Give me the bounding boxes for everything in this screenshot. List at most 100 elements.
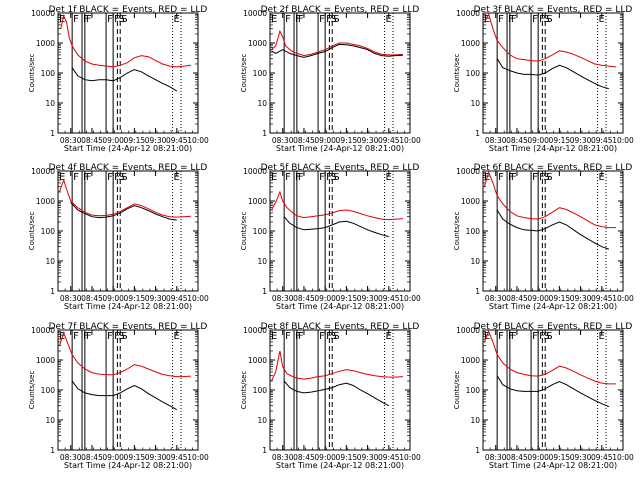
chart-title: Det 1f BLACK = Events, RED = LLD	[49, 5, 208, 15]
y-tick-label: 100	[253, 69, 268, 78]
chart-title: Det 4f BLACK = Events, RED = LLD	[49, 163, 208, 173]
marker-label: E	[59, 172, 65, 183]
series-lld-line	[270, 190, 403, 221]
x-tick-label: 10:00	[187, 453, 209, 462]
x-tick-label: 09:15	[336, 453, 358, 462]
x-tick-label: 09:30	[145, 453, 167, 462]
marker-label: E	[599, 331, 605, 342]
y-tick-label: 10000	[243, 167, 267, 176]
x-tick-label: 10:00	[399, 294, 421, 303]
chart-title: Det 2f BLACK = Events, RED = LLD	[261, 5, 420, 15]
marker-label: F	[511, 14, 517, 25]
marker-label: S	[546, 14, 552, 25]
x-tick-label: 09:00	[527, 294, 549, 303]
marker-label: E	[386, 14, 392, 25]
y-tick-label: 1	[262, 446, 267, 455]
marker-label: S	[543, 172, 549, 183]
x-tick-label: 09:00	[102, 136, 124, 145]
y-axis-label: Counts/sec	[453, 371, 461, 410]
y-tick-label: 1	[262, 287, 267, 296]
marker-label: F	[532, 172, 538, 183]
marker-label: S	[121, 14, 127, 25]
x-tick-label: 08:30	[60, 294, 82, 303]
x-tick-label: 09:30	[357, 453, 379, 462]
x-tick-label: 09:30	[145, 136, 167, 145]
chart-panel: Det 4f BLACK = Events, RED = LLD 1 10 100 10…	[28, 163, 209, 311]
x-tick-label: 09:15	[124, 136, 146, 145]
y-tick-label: 1000	[36, 39, 55, 48]
series-events-line	[496, 375, 610, 408]
y-tick-label: 10000	[243, 9, 267, 18]
marker-label: F	[73, 331, 79, 342]
x-tick-label: 08:30	[272, 294, 294, 303]
y-tick-label: 10000	[243, 326, 267, 335]
x-tick-label: 10:00	[612, 453, 634, 462]
marker-label: S	[118, 14, 124, 25]
marker-label: F	[511, 331, 517, 342]
x-tick-label: 09:15	[549, 294, 571, 303]
marker-label: S	[333, 172, 339, 183]
marker-label: F	[295, 331, 301, 342]
series-events-line	[71, 380, 178, 411]
x-tick-label: 09:00	[527, 136, 549, 145]
marker-label: S	[543, 14, 549, 25]
chart-panel: Det 7f BLACK = Events, RED = LLD 1 10 100 10…	[28, 322, 209, 470]
marker-label: F	[532, 14, 538, 25]
series-lld-line	[483, 330, 616, 385]
marker-label: F	[295, 172, 301, 183]
x-tick-label: 10:00	[612, 136, 634, 145]
x-axis-label: Start Time (24-Apr-12 08:21:00)	[64, 144, 192, 153]
marker-label: F	[532, 331, 538, 342]
marker-label: E	[386, 172, 392, 183]
y-tick-label: 100	[41, 69, 56, 78]
y-tick-label: 1	[475, 287, 480, 296]
marker-label: F	[319, 14, 325, 25]
x-tick-label: 08:45	[506, 294, 528, 303]
marker-label: F	[298, 14, 304, 25]
series-lld-line	[270, 350, 403, 382]
marker-label: E	[174, 331, 180, 342]
chart-panel: Det 8f BLACK = Events, RED = LLD 1 10 100 10…	[240, 322, 421, 470]
x-tick-label: 10:00	[399, 453, 421, 462]
marker-label: F	[295, 14, 301, 25]
marker-label: F	[511, 172, 517, 183]
y-tick-label: 1000	[248, 39, 267, 48]
series-events-line	[283, 216, 389, 238]
y-tick-label: 10000	[31, 167, 55, 176]
marker-label: F	[539, 331, 545, 342]
marker-label: E	[271, 331, 277, 342]
marker-label: S	[543, 331, 549, 342]
marker-label: F	[508, 172, 514, 183]
x-tick-label: 09:30	[357, 136, 379, 145]
plot-frame	[269, 329, 411, 451]
x-tick-label: 08:45	[81, 294, 103, 303]
x-tick-label: 09:30	[145, 294, 167, 303]
marker-label: S	[121, 331, 127, 342]
marker-label: F	[107, 172, 113, 183]
x-tick-label: 09:45	[591, 294, 613, 303]
marker-label: E	[271, 14, 277, 25]
marker-label: F	[319, 331, 325, 342]
marker-label: S	[330, 14, 336, 25]
chart-title: Det 9f BLACK = Events, RED = LLD	[474, 322, 633, 332]
y-tick-label: 100	[253, 227, 268, 236]
marker-label: F	[73, 172, 79, 183]
x-tick-label: 09:45	[166, 453, 188, 462]
y-tick-label: 100	[466, 227, 481, 236]
plot-frame	[482, 329, 624, 451]
y-tick-label: 10	[45, 257, 55, 266]
y-axis-label: Counts/sec	[453, 54, 461, 93]
chart-title: Det 5f BLACK = Events, RED = LLD	[261, 163, 420, 173]
x-axis-label: Start Time (24-Apr-12 08:21:00)	[276, 302, 404, 311]
x-tick-label: 08:30	[60, 453, 82, 462]
x-tick-label: 08:30	[485, 294, 507, 303]
y-tick-label: 100	[41, 386, 56, 395]
marker-label: F	[298, 172, 304, 183]
y-tick-label: 1000	[461, 197, 480, 206]
series-events-line	[283, 380, 390, 407]
marker-label: F	[114, 331, 120, 342]
y-tick-label: 100	[41, 227, 56, 236]
marker-label: F	[326, 172, 332, 183]
marker-label: F	[298, 331, 304, 342]
series-lld-line	[483, 170, 616, 229]
